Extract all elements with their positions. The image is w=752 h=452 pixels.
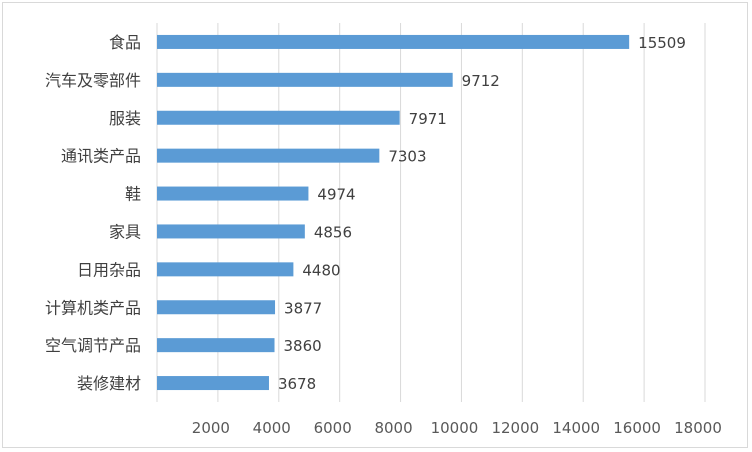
bar <box>157 262 294 277</box>
bar <box>157 338 275 353</box>
data-label: 3678 <box>278 375 316 393</box>
bar <box>157 186 309 201</box>
bar <box>157 376 269 391</box>
bars <box>157 34 630 391</box>
value-labels: 15509 9712 7971 7303 4974 4856 4480 3877 3860 367… <box>278 34 686 393</box>
category-label: 汽车及零部件 <box>45 71 141 90</box>
category-label: 通讯类产品 <box>61 147 141 166</box>
bar <box>157 34 630 49</box>
bar <box>157 224 305 239</box>
x-tick-label: 2000 <box>192 419 230 437</box>
data-label: 4856 <box>314 223 352 241</box>
x-tick-label: 8000 <box>374 419 412 437</box>
x-tick-label: 12000 <box>491 419 539 437</box>
category-label: 服装 <box>109 109 141 128</box>
data-label: 7971 <box>409 110 447 128</box>
x-tick-labels: 2000 4000 6000 8000 10000 12000 14000 16000 1800… <box>192 419 722 437</box>
bar <box>157 148 380 163</box>
x-tick-label: 18000 <box>674 419 722 437</box>
data-label: 4480 <box>302 261 340 279</box>
bar <box>157 110 400 125</box>
category-label: 鞋 <box>125 185 141 204</box>
bar <box>157 300 276 315</box>
category-label: 食品 <box>109 33 141 52</box>
data-label: 7303 <box>388 148 426 166</box>
x-tick-label: 6000 <box>314 419 352 437</box>
data-label: 4974 <box>317 186 355 204</box>
category-label: 装修建材 <box>77 374 141 393</box>
category-label: 计算机类产品 <box>45 298 141 317</box>
x-tick-label: 10000 <box>431 419 479 437</box>
data-label: 9712 <box>462 72 500 90</box>
x-tick-label: 16000 <box>613 419 661 437</box>
data-label: 3860 <box>284 337 322 355</box>
data-label: 3877 <box>284 299 322 317</box>
x-tick-label: 4000 <box>253 419 291 437</box>
x-tick-label: 14000 <box>552 419 600 437</box>
bar <box>157 72 453 87</box>
category-label: 家具 <box>109 222 141 241</box>
data-label: 15509 <box>638 34 686 52</box>
category-label: 日用杂品 <box>77 260 141 279</box>
category-label: 空气调节产品 <box>45 336 141 355</box>
